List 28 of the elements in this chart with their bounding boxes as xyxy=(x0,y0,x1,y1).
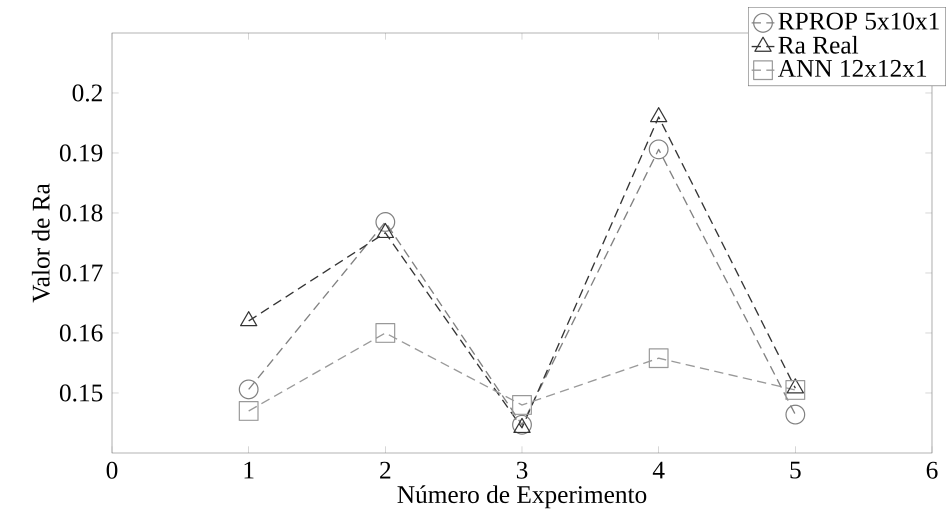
y-tick-label: 0.16 xyxy=(60,324,103,342)
point xyxy=(238,401,259,421)
x-axis-title: Número de Experimento xyxy=(398,485,646,508)
y-tick-label: 0.2 xyxy=(72,84,102,102)
point xyxy=(648,348,669,368)
y-tick-label: 0.19 xyxy=(60,144,102,162)
point xyxy=(375,212,396,232)
point xyxy=(650,107,668,122)
y-tick-label: 0.18 xyxy=(60,204,102,222)
point xyxy=(785,380,806,400)
point xyxy=(648,139,669,160)
x-tick-label: 1 xyxy=(244,462,254,478)
y-axis-title: Valor de Ra xyxy=(32,184,50,302)
legend-label: RPROP 5x10x1 xyxy=(778,12,939,30)
x-tick-label: 2 xyxy=(380,462,390,478)
x-tick-label: 3 xyxy=(516,462,528,479)
point xyxy=(512,395,532,415)
y-tick-label: 0.17 xyxy=(60,264,103,282)
x-tick-label: 0 xyxy=(106,462,118,479)
x-tick-label: 4 xyxy=(652,462,665,478)
point xyxy=(238,379,259,400)
legend-label: Ra Real xyxy=(778,36,858,54)
x-tick-label: 6 xyxy=(926,462,938,479)
x-tick-label: 5 xyxy=(790,462,801,479)
y-tick-label: 0.15 xyxy=(60,384,102,402)
point xyxy=(785,404,806,425)
point xyxy=(375,323,396,343)
legend-label: ANN 12x12x1 xyxy=(778,60,926,77)
